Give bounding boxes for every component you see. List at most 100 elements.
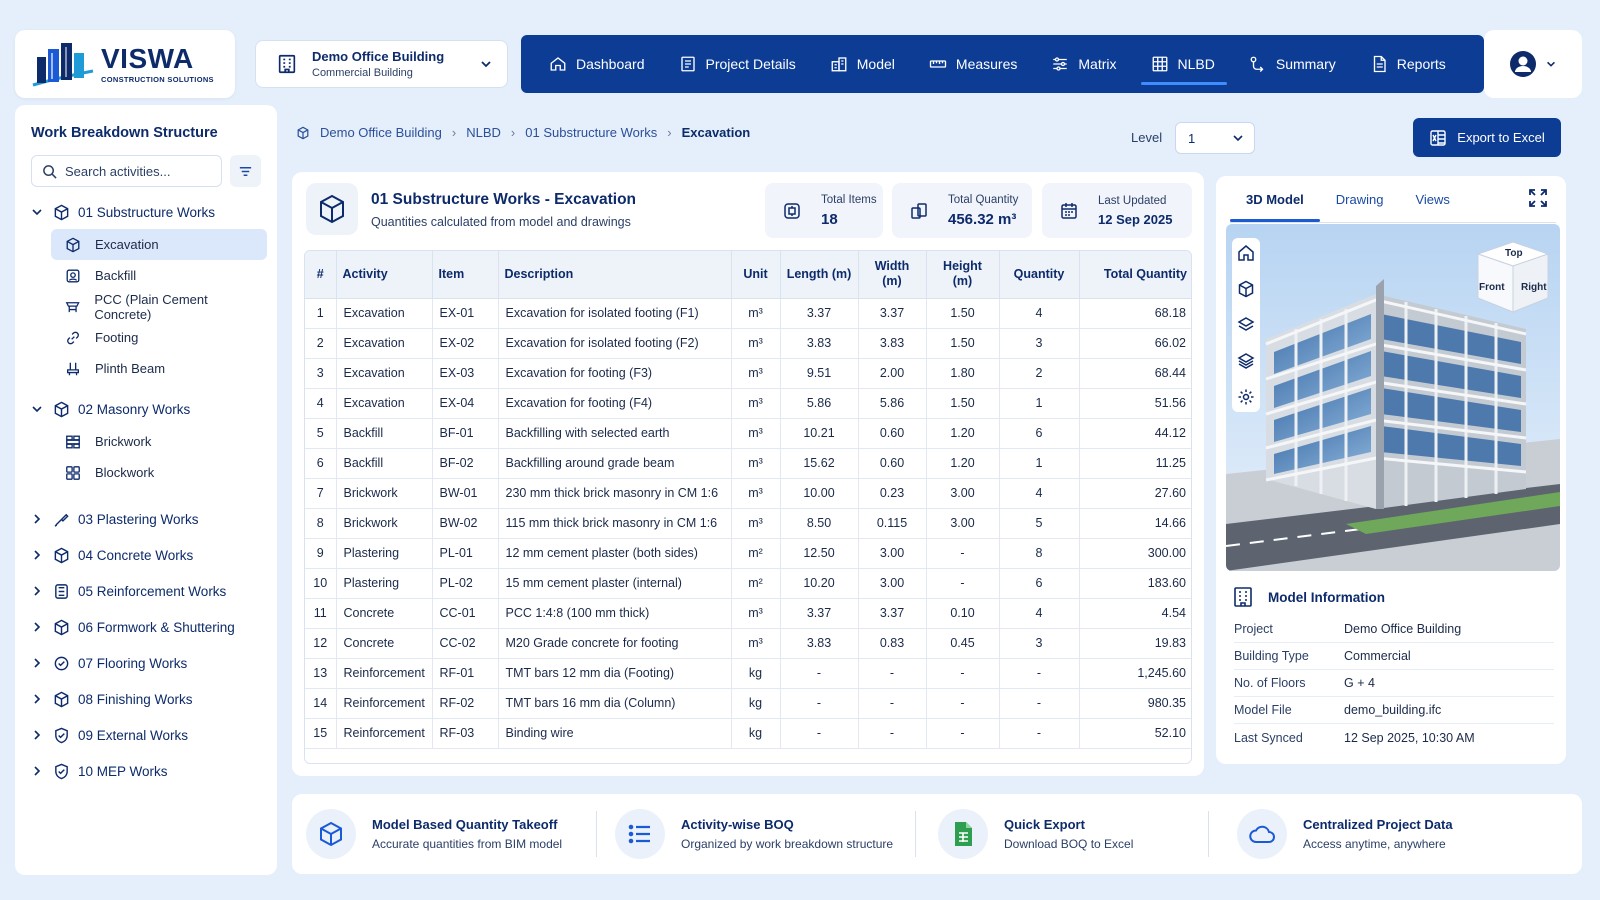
model-info-table: Project Demo Office Building Building Typ… bbox=[1234, 616, 1554, 751]
col-header[interactable]: Activity bbox=[336, 251, 433, 299]
filter-button[interactable] bbox=[229, 155, 261, 187]
fullscreen-icon[interactable] bbox=[1528, 188, 1548, 208]
user-menu[interactable] bbox=[1484, 30, 1582, 98]
gear-icon[interactable] bbox=[1237, 388, 1255, 406]
table-row[interactable]: 9 Plastering PL-01 12 mm cement plaster (bo… bbox=[305, 538, 1191, 569]
info-row: No. of Floors G + 4 bbox=[1234, 670, 1554, 697]
tree-item-plinth-beam[interactable]: Plinth Beam bbox=[31, 353, 261, 384]
layers-icon[interactable] bbox=[1237, 316, 1255, 334]
table-row[interactable]: 12 Concrete CC-02 M20 Grade concrete for fo… bbox=[305, 628, 1191, 659]
table-row[interactable]: 2 Excavation EX-02 Excavation for isolated … bbox=[305, 328, 1191, 359]
cell-index: 13 bbox=[305, 658, 337, 689]
tab-3d-model[interactable]: 3D Model bbox=[1230, 176, 1320, 222]
concrete-icon bbox=[65, 301, 80, 312]
col-header[interactable]: Total Quantity bbox=[1079, 251, 1191, 299]
tree-item-pcc[interactable]: PCC (Plain Cement Concrete) bbox=[31, 291, 261, 322]
search-input[interactable] bbox=[65, 163, 215, 179]
item-label: PCC (Plain Cement Concrete) bbox=[94, 291, 208, 322]
chevron-right-icon bbox=[34, 694, 41, 704]
table-row[interactable]: 10 Plastering PL-02 15 mm cement plaster (i… bbox=[305, 568, 1191, 599]
stack-icon[interactable] bbox=[1237, 352, 1255, 370]
breadcrumb-group[interactable]: 01 Substructure Works bbox=[525, 125, 658, 140]
table-row[interactable]: 11 Concrete CC-01 PCC 1:4:8 (100 mm thick) m… bbox=[305, 598, 1191, 629]
table-row[interactable]: 15 Reinforcement RF-03 Binding wire kg - - - -52… bbox=[305, 718, 1191, 749]
cell-unit: m³ bbox=[731, 628, 781, 659]
table-row[interactable]: 6 Backfill BF-02 Backfilling around grade b… bbox=[305, 448, 1191, 479]
level-select[interactable]: 1 bbox=[1175, 122, 1255, 154]
group-label: 08 Finishing Works bbox=[78, 691, 193, 707]
cell-index: 10 bbox=[305, 568, 337, 599]
cell-width: 3.37 bbox=[858, 598, 927, 629]
col-header[interactable]: Height (m) bbox=[926, 251, 1000, 299]
tree-group-concrete[interactable]: 04 Concrete Works bbox=[31, 544, 261, 566]
3d-model-viewer[interactable]: Top Front Right bbox=[1226, 224, 1560, 571]
cell-width: 0.115 bbox=[858, 508, 927, 539]
tree-group-reinforcement[interactable]: 05 Reinforcement Works bbox=[31, 580, 261, 602]
cell-height: - bbox=[926, 718, 1000, 749]
tree-item-backfill[interactable]: Backfill bbox=[31, 260, 261, 291]
nav-model[interactable]: Model bbox=[830, 35, 895, 93]
group-label: 04 Concrete Works bbox=[78, 547, 194, 563]
table-row[interactable]: 3 Excavation EX-03 Excavation for footing (… bbox=[305, 358, 1191, 389]
table-row[interactable]: 4 Excavation EX-04 Excavation for footing (… bbox=[305, 388, 1191, 419]
tree-item-excavation[interactable]: Excavation bbox=[51, 229, 267, 260]
feature-subtitle: Download BOQ to Excel bbox=[1004, 837, 1134, 851]
table-row[interactable]: 13 Reinforcement RF-01 TMT bars 12 mm dia (… bbox=[305, 658, 1191, 689]
tree-item-brickwork[interactable]: Brickwork bbox=[31, 426, 261, 457]
nav-dashboard[interactable]: Dashboard bbox=[549, 35, 645, 93]
view-cube-right: Right bbox=[1521, 282, 1547, 293]
cell-item: BF-01 bbox=[432, 418, 499, 449]
breadcrumb-separator: › bbox=[510, 125, 516, 140]
logo[interactable]: VISWA CONSTRUCTION SOLUTIONS bbox=[15, 30, 235, 98]
tree-group-external[interactable]: 09 External Works bbox=[31, 724, 261, 746]
tree-item-footing[interactable]: Footing bbox=[31, 322, 261, 353]
tree-group-finishing[interactable]: 08 Finishing Works bbox=[31, 688, 261, 710]
nav-matrix[interactable]: Matrix bbox=[1051, 35, 1117, 93]
search-box bbox=[31, 155, 222, 187]
tree-group-flooring[interactable]: 07 Flooring Works bbox=[31, 652, 261, 674]
col-header[interactable]: Length (m) bbox=[780, 251, 859, 299]
model-info-header: Model Information bbox=[1232, 586, 1385, 608]
cell-quantity: 3 bbox=[999, 328, 1080, 359]
col-header[interactable]: Description bbox=[498, 251, 732, 299]
table-row[interactable]: 7 Brickwork BW-01 230 mm thick brick masonr… bbox=[305, 478, 1191, 509]
tree-group-plastering[interactable]: 03 Plastering Works bbox=[31, 508, 261, 530]
view-cube[interactable]: Top Front Right bbox=[1474, 238, 1552, 318]
breadcrumb-project[interactable]: Demo Office Building bbox=[320, 125, 442, 140]
table-row[interactable]: 5 Backfill BF-01 Backfilling with selected … bbox=[305, 418, 1191, 449]
cell-activity: Concrete bbox=[336, 598, 433, 629]
home-icon[interactable] bbox=[1237, 244, 1255, 262]
feature-title: Centralized Project Data bbox=[1303, 817, 1453, 832]
export-to-excel-button[interactable]: Export to Excel bbox=[1413, 118, 1561, 157]
breadcrumb: Demo Office Building › NLBD › 01 Substru… bbox=[296, 125, 750, 140]
cell-quantity: 5 bbox=[999, 508, 1080, 539]
table-row[interactable]: 1 Excavation EX-01 Excavation for isolated … bbox=[305, 298, 1191, 329]
cell-length: - bbox=[780, 718, 859, 749]
tab-drawing[interactable]: Drawing bbox=[1335, 191, 1384, 207]
tree-group-substructure[interactable]: 01 Substructure Works bbox=[31, 201, 261, 223]
feature-icon-box bbox=[615, 809, 665, 859]
level-value: 1 bbox=[1188, 130, 1196, 146]
tree-item-blockwork[interactable]: Blockwork bbox=[31, 457, 261, 488]
col-header[interactable]: Width (m) bbox=[858, 251, 927, 299]
nav-measures[interactable]: Measures bbox=[929, 35, 1017, 93]
nav-reports[interactable]: Reports bbox=[1370, 35, 1446, 93]
table-row[interactable]: 14 Reinforcement RF-02 TMT bars 16 mm dia (… bbox=[305, 688, 1191, 719]
col-header[interactable]: # bbox=[305, 251, 337, 299]
nav-project-details[interactable]: Project Details bbox=[679, 35, 796, 93]
tree-group-masonry[interactable]: 02 Masonry Works bbox=[31, 398, 261, 420]
item-label: Brickwork bbox=[95, 434, 152, 449]
col-header[interactable]: Unit bbox=[731, 251, 781, 299]
col-header[interactable]: Quantity bbox=[999, 251, 1080, 299]
tab-views[interactable]: Views bbox=[1415, 191, 1450, 207]
col-header[interactable]: Item bbox=[432, 251, 499, 299]
table-row[interactable]: 8 Brickwork BW-02 115 mm thick brick masonr… bbox=[305, 508, 1191, 539]
tree-group-mep[interactable]: 10 MEP Works bbox=[31, 760, 261, 782]
breadcrumb-nlbd[interactable]: NLBD bbox=[466, 125, 501, 140]
cell-item: PL-01 bbox=[432, 538, 499, 569]
tree-group-formwork[interactable]: 06 Formwork & Shuttering bbox=[31, 616, 261, 638]
nav-summary[interactable]: Summary bbox=[1249, 35, 1336, 93]
cube-icon[interactable] bbox=[1237, 280, 1255, 298]
nav-nlbd[interactable]: NLBD bbox=[1140, 35, 1228, 93]
project-selector[interactable]: Demo Office Building Commercial Building bbox=[255, 40, 508, 88]
